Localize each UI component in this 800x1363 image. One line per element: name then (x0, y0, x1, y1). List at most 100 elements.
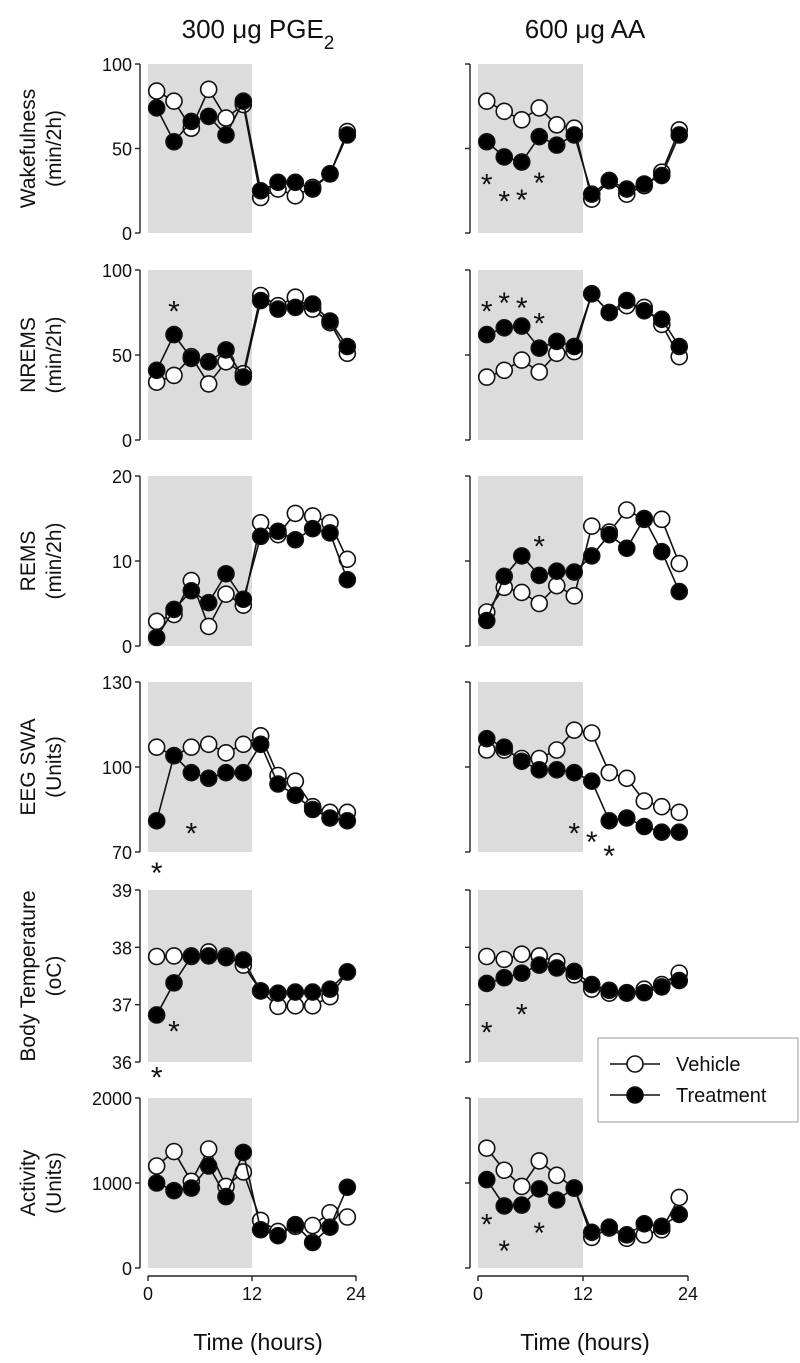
y-tick-label: 1000 (92, 1174, 132, 1194)
vehicle-point (165, 1142, 183, 1161)
significance-marker: * (151, 857, 163, 890)
treatment-point (530, 956, 549, 974)
treatment-point (652, 542, 671, 561)
treatment-point (321, 165, 339, 183)
treatment-point (635, 1215, 654, 1233)
treatment-point (303, 800, 322, 819)
vehicle-point (477, 947, 496, 966)
significance-marker: * (533, 1217, 545, 1250)
treatment-point (251, 181, 270, 200)
legend-vehicle-label: Vehicle (676, 1054, 741, 1076)
treatment-point (182, 112, 201, 131)
panel-3-0: 70 100 130 EEG SWA (Units) * * (17, 673, 357, 890)
vehicle-point (199, 617, 218, 636)
column-title-pge2: 300 μg PGE2 (182, 14, 335, 54)
significance-marker: * (481, 1017, 493, 1050)
treatment-point (217, 1187, 235, 1206)
treatment-point (477, 729, 496, 748)
treatment-point (547, 136, 566, 154)
x-tick-label: 0 (143, 1284, 153, 1304)
significance-marker: * (516, 292, 528, 325)
treatment-point (582, 772, 601, 790)
significance-marker: * (498, 186, 510, 219)
vehicle-point (338, 1208, 357, 1226)
treatment-point (635, 175, 654, 193)
vehicle-point (286, 504, 305, 523)
treatment-point (338, 1178, 357, 1197)
treatment-point (600, 981, 619, 1000)
treatment-point (530, 339, 549, 358)
treatment-point (269, 1226, 287, 1245)
treatment-point (547, 332, 566, 351)
treatment-point (286, 983, 305, 1001)
vehicle-point (530, 594, 549, 613)
dark-period-shade (478, 890, 583, 1062)
treatment-point (303, 180, 322, 198)
treatment-point (600, 525, 619, 544)
vehicle-point (670, 803, 689, 822)
vehicle-point (547, 1166, 566, 1185)
x-axis-label-right: Time (hours) (520, 1329, 650, 1355)
treatment-point (652, 978, 671, 996)
y-tick-label: 38 (112, 938, 132, 958)
significance-marker: * (481, 295, 493, 328)
treatment-point (321, 312, 339, 330)
vehicle-point (147, 612, 166, 631)
vehicle-point (512, 110, 531, 129)
treatment-point (269, 522, 287, 541)
treatment-point (600, 303, 619, 322)
y-tick-label: 50 (112, 346, 132, 366)
treatment-point (199, 107, 218, 126)
treatment-point (147, 1006, 166, 1024)
y-axis-label: EEG SWA (Units) (17, 718, 66, 815)
treatment-point (338, 963, 357, 981)
y-axis-label: NREMS (min/2h) (17, 316, 66, 393)
vehicle-point (147, 82, 166, 100)
treatment-point (147, 361, 166, 380)
treatment-point (338, 126, 357, 144)
treatment-point (582, 975, 601, 994)
treatment-point (286, 173, 305, 192)
vehicle-point (217, 585, 235, 603)
y-axis-label: Wakefulness (min/2h) (17, 89, 66, 208)
vehicle-point (582, 517, 601, 535)
treatment-point (165, 600, 183, 619)
treatment-point (565, 962, 584, 981)
vehicle-point (165, 92, 183, 110)
treatment-point (512, 964, 531, 982)
x-tick-label: 12 (242, 1284, 262, 1304)
treatment-point (652, 166, 671, 185)
vehicle-point (670, 554, 689, 573)
treatment-point (338, 812, 357, 830)
vehicle-point (512, 351, 531, 369)
treatment-point (565, 126, 584, 144)
dark-period-shade (478, 270, 583, 440)
vehicle-point (565, 721, 584, 739)
vehicle-point (512, 1177, 531, 1196)
treatment-point (600, 1218, 619, 1236)
vehicle-point (582, 724, 601, 742)
treatment-point (303, 983, 322, 1001)
treatment-point (530, 127, 549, 146)
treatment-point (147, 1174, 166, 1192)
treatment-point (582, 185, 601, 203)
treatment-point (530, 1180, 549, 1198)
vehicle-point (477, 92, 496, 110)
treatment-point (670, 582, 689, 601)
significance-marker: * (498, 1235, 510, 1268)
significance-marker: * (481, 1208, 493, 1241)
panel-1-0: 0 50 100 NREMS (min/2h) * (17, 261, 357, 451)
x-axis-label-left: Time (hours) (193, 1329, 323, 1355)
treatment-point (269, 173, 287, 192)
treatment-point (512, 153, 531, 171)
treatment-point (495, 318, 514, 337)
y-tick-label: 0 (122, 431, 132, 451)
treatment-point (269, 300, 287, 318)
vehicle-point (617, 501, 636, 519)
legend-treatment-label: Treatment (676, 1085, 767, 1107)
treatment-point (512, 1196, 531, 1214)
y-tick-label: 50 (112, 140, 132, 160)
dark-period-shade (478, 1098, 583, 1268)
treatment-point (286, 1215, 305, 1234)
treatment-point (495, 148, 514, 166)
